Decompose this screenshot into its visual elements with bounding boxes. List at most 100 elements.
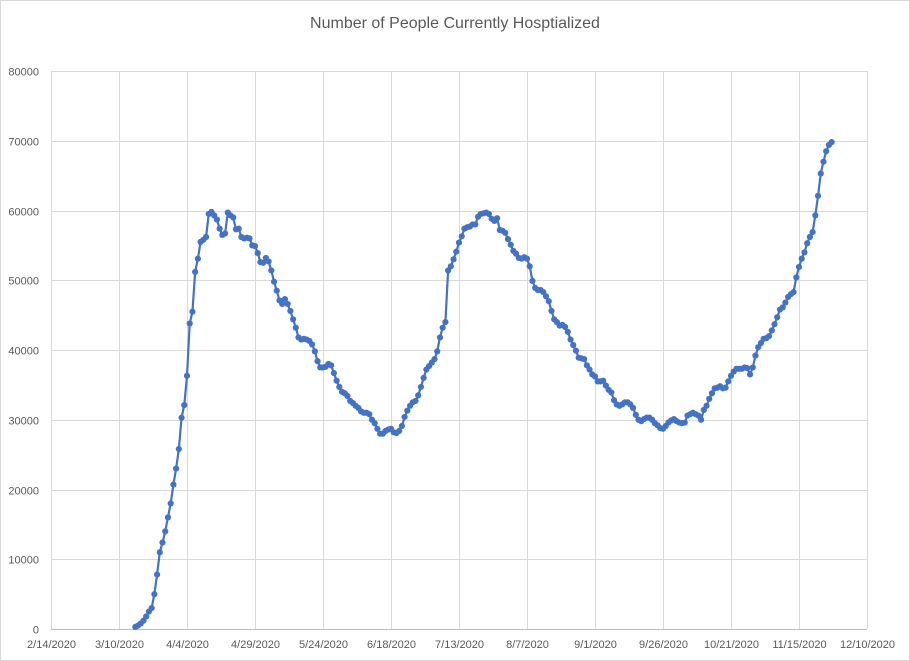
data-point [178, 414, 185, 421]
data-point [570, 342, 577, 349]
data-point [213, 216, 221, 223]
data-point [281, 295, 289, 303]
data-point [436, 334, 444, 341]
data-point [181, 402, 188, 409]
data-point [284, 300, 291, 308]
data-point [336, 383, 343, 391]
data-point [186, 320, 193, 327]
data-point [453, 248, 460, 255]
data-point [314, 358, 321, 365]
data-point [567, 336, 574, 343]
data-point [608, 389, 615, 396]
data-point [442, 319, 449, 326]
data-point [529, 277, 536, 285]
data-point [806, 233, 813, 241]
data-point [458, 233, 465, 240]
data-point [183, 372, 191, 379]
data-point [173, 465, 180, 472]
data-point [586, 366, 593, 373]
data-point [765, 332, 773, 340]
x-tick-label: 2/14/2020 [27, 639, 76, 651]
data-point [260, 259, 267, 266]
x-tick-label: 4/4/2020 [166, 639, 209, 651]
y-tick-label: 60000 [8, 207, 39, 219]
data-point [771, 321, 778, 328]
data-point [164, 514, 172, 521]
data-point [725, 378, 732, 385]
data-point [828, 139, 835, 146]
data-point [581, 355, 588, 363]
data-point [216, 225, 223, 232]
x-tick-label: 9/1/2020 [574, 639, 617, 651]
y-tick-label: 80000 [8, 67, 39, 79]
data-point [507, 241, 514, 248]
data-point [268, 267, 275, 274]
data-point [230, 214, 237, 221]
data-point [279, 300, 286, 308]
data-point [251, 242, 259, 250]
data-point [151, 591, 158, 598]
x-tick-label: 12/10/2020 [840, 639, 895, 651]
data-point [706, 395, 713, 402]
data-point [265, 258, 272, 265]
data-point [523, 255, 531, 262]
y-tick-label: 20000 [8, 486, 39, 498]
data-point [189, 308, 196, 315]
data-point [159, 539, 166, 546]
y-tick-label: 40000 [8, 346, 39, 358]
data-point [502, 229, 509, 236]
data-point [311, 348, 318, 355]
data-point [221, 230, 229, 237]
x-tick-label: 9/26/2020 [639, 639, 688, 651]
data-point [415, 392, 422, 399]
data-point [328, 362, 335, 369]
data-point [526, 263, 533, 270]
y-tick-label: 10000 [8, 555, 39, 567]
data-point [398, 422, 405, 430]
gridlines [51, 71, 868, 630]
data-point [162, 528, 169, 535]
data-point [564, 328, 571, 335]
data-point [175, 445, 182, 453]
data-point [170, 481, 177, 488]
data-point [412, 397, 419, 405]
data-point [439, 324, 446, 331]
data-point [809, 229, 816, 236]
data-point [681, 419, 688, 426]
data-point [820, 158, 827, 165]
data-point [366, 411, 373, 418]
data-point [309, 341, 316, 348]
data-point [548, 307, 555, 315]
y-tick-label: 70000 [8, 137, 39, 149]
y-tick-label: 30000 [8, 416, 39, 428]
data-point [746, 371, 754, 378]
y-tick-label: 50000 [8, 276, 39, 288]
data-point [455, 239, 463, 246]
data-points [132, 139, 835, 631]
data-point [795, 263, 803, 271]
data-point [431, 355, 438, 363]
data-point [632, 411, 639, 418]
x-tick-label: 7/13/2020 [435, 639, 484, 651]
data-point [192, 268, 199, 275]
data-point [270, 278, 278, 285]
data-point [542, 293, 550, 300]
data-point [804, 240, 811, 247]
data-point [790, 289, 797, 296]
data-point [798, 255, 805, 262]
data-point [330, 369, 337, 377]
data-point [434, 348, 441, 355]
x-tick-label: 11/15/2020 [772, 639, 826, 651]
data-point [396, 427, 403, 435]
data-point [752, 352, 759, 359]
data-point [289, 316, 297, 323]
data-point [450, 256, 457, 263]
data-point [744, 365, 751, 372]
data-point [235, 225, 242, 232]
data-point [167, 500, 174, 507]
data-point [591, 373, 599, 380]
data-point [194, 255, 201, 262]
chart-title: Number of People Currently Hosptialized [310, 15, 600, 32]
x-tick-label: 6/18/2020 [367, 639, 416, 651]
